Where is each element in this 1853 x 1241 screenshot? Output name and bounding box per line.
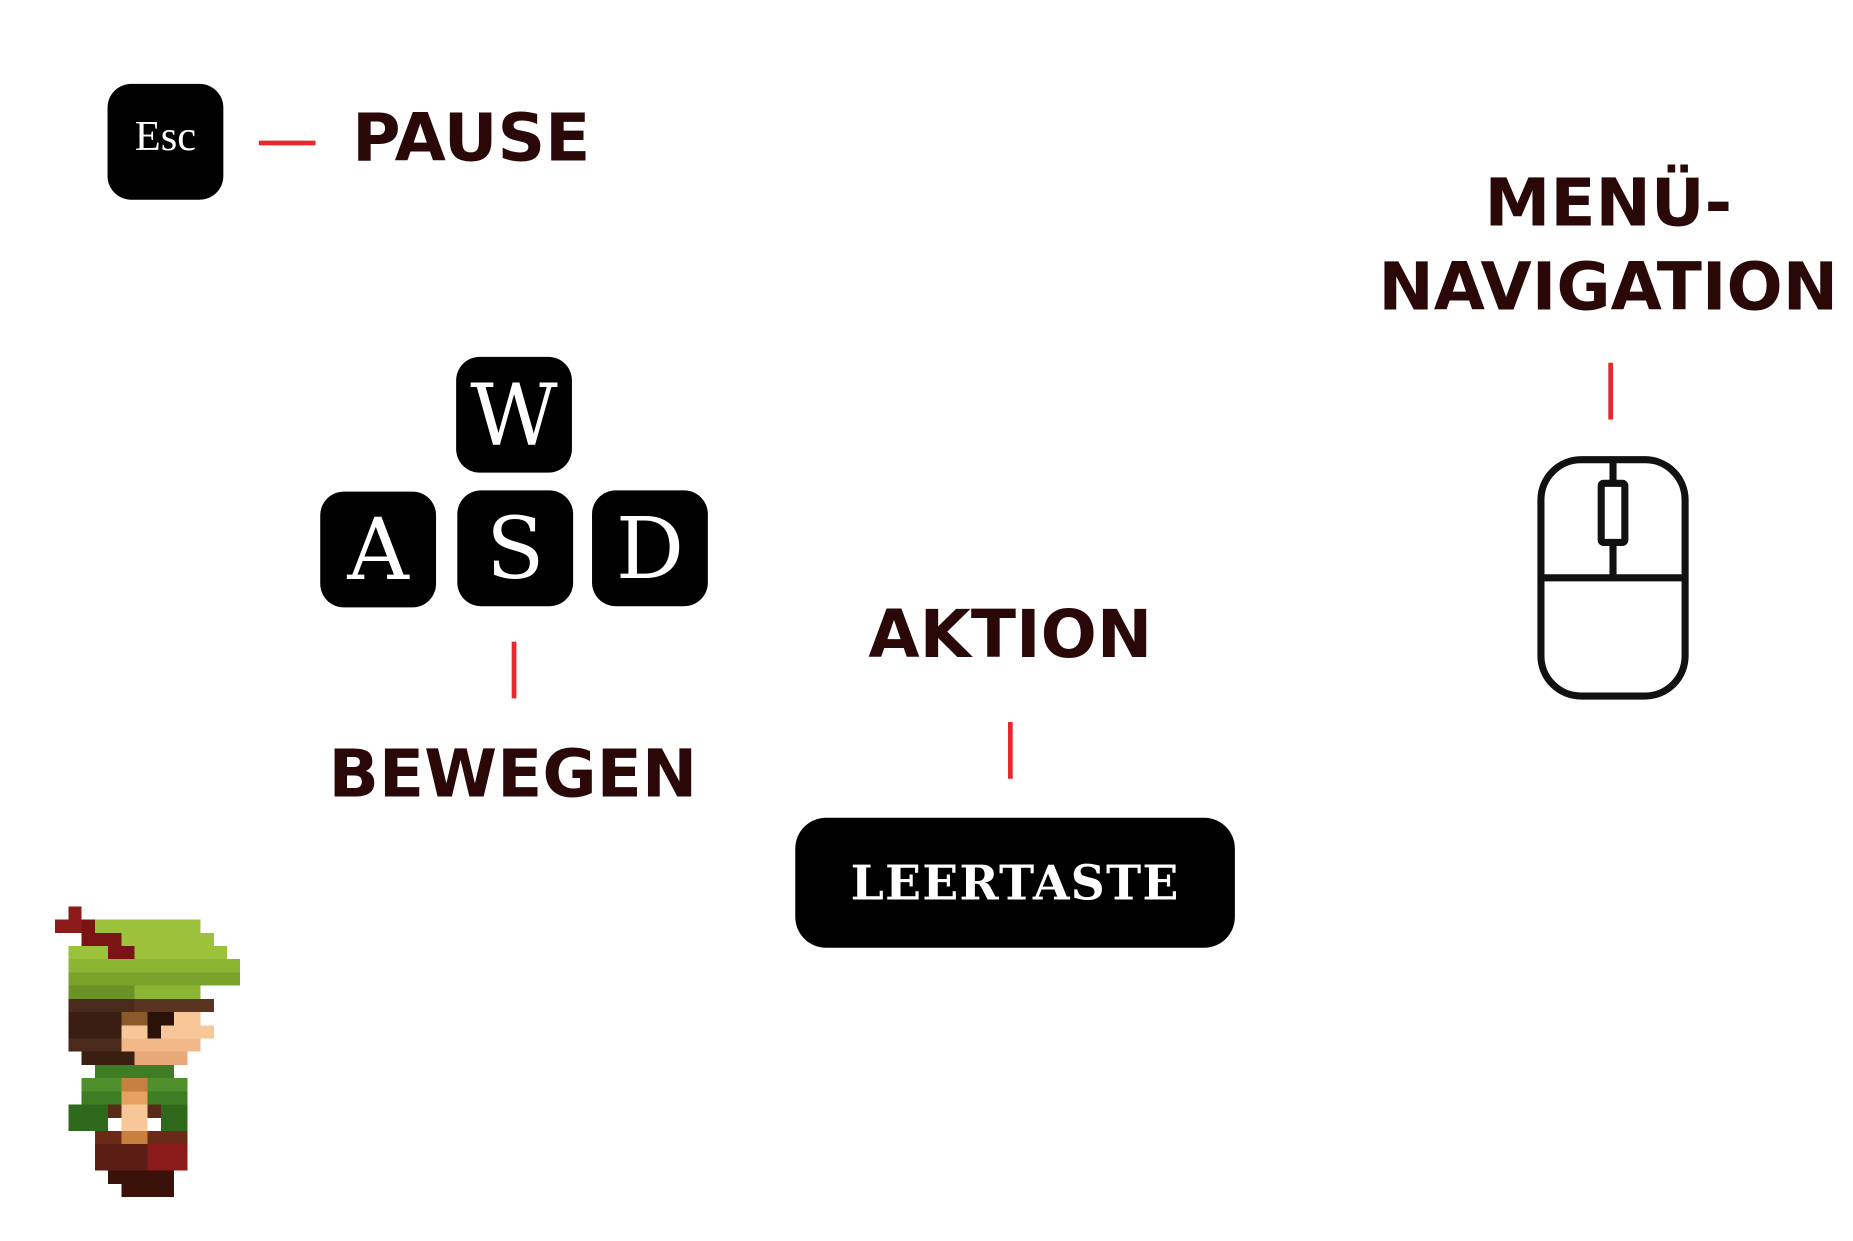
menu-connector: [1608, 362, 1614, 420]
a-key[interactable]: A: [320, 491, 437, 608]
w-key[interactable]: W: [456, 356, 572, 473]
d-key[interactable]: D: [592, 490, 708, 607]
action-label: AKTION: [868, 596, 1153, 674]
mouse-icon[interactable]: [1536, 455, 1690, 701]
move-connector: [511, 641, 517, 699]
esc-key[interactable]: Esc: [107, 83, 224, 200]
space-key[interactable]: LEERTASTE: [795, 817, 1235, 948]
menu-label-line1: MENÜ-: [1484, 165, 1733, 243]
action-connector: [1007, 722, 1013, 779]
s-key[interactable]: S: [457, 490, 574, 607]
pause-connector: [258, 140, 316, 146]
menu-label-line2: NAVIGATION: [1378, 249, 1839, 327]
pause-label: PAUSE: [352, 100, 591, 178]
move-label: BEWEGEN: [328, 736, 698, 814]
hero-sprite: [55, 906, 241, 1198]
